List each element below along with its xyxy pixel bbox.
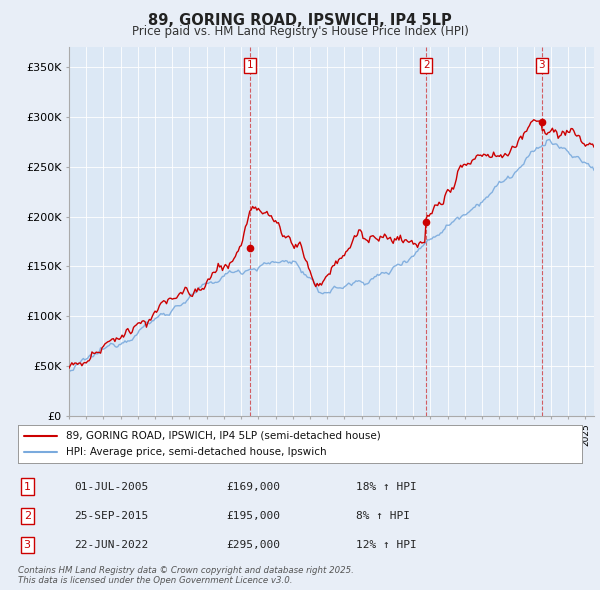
Text: 01-JUL-2005: 01-JUL-2005 xyxy=(74,481,149,491)
Text: 18% ↑ HPI: 18% ↑ HPI xyxy=(356,481,417,491)
Text: 2: 2 xyxy=(423,60,430,70)
Text: Contains HM Land Registry data © Crown copyright and database right 2025.: Contains HM Land Registry data © Crown c… xyxy=(18,566,354,575)
Text: £195,000: £195,000 xyxy=(227,511,281,521)
Text: 1: 1 xyxy=(23,481,31,491)
Text: £295,000: £295,000 xyxy=(227,540,281,550)
Text: 1: 1 xyxy=(247,60,253,70)
Text: 2: 2 xyxy=(23,511,31,521)
Text: This data is licensed under the Open Government Licence v3.0.: This data is licensed under the Open Gov… xyxy=(18,576,293,585)
Text: Price paid vs. HM Land Registry's House Price Index (HPI): Price paid vs. HM Land Registry's House … xyxy=(131,25,469,38)
Text: 3: 3 xyxy=(23,540,31,550)
Text: £169,000: £169,000 xyxy=(227,481,281,491)
Text: 25-SEP-2015: 25-SEP-2015 xyxy=(74,511,149,521)
Text: 8% ↑ HPI: 8% ↑ HPI xyxy=(356,511,410,521)
Text: HPI: Average price, semi-detached house, Ipswich: HPI: Average price, semi-detached house,… xyxy=(66,447,326,457)
Text: 89, GORING ROAD, IPSWICH, IP4 5LP (semi-detached house): 89, GORING ROAD, IPSWICH, IP4 5LP (semi-… xyxy=(66,431,380,441)
Text: 22-JUN-2022: 22-JUN-2022 xyxy=(74,540,149,550)
Text: 3: 3 xyxy=(539,60,545,70)
Text: 89, GORING ROAD, IPSWICH, IP4 5LP: 89, GORING ROAD, IPSWICH, IP4 5LP xyxy=(148,13,452,28)
Text: 12% ↑ HPI: 12% ↑ HPI xyxy=(356,540,417,550)
